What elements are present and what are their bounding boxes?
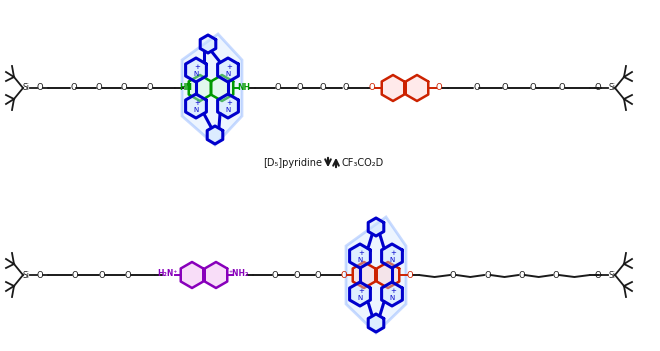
Text: O: O: [147, 84, 153, 93]
Text: N: N: [193, 107, 199, 113]
Text: N: N: [193, 71, 199, 77]
Text: Si: Si: [22, 84, 30, 93]
Text: N: N: [389, 257, 395, 263]
Text: ⁺NH₂: ⁺NH₂: [229, 270, 249, 278]
Polygon shape: [205, 262, 227, 288]
Text: O: O: [342, 84, 348, 93]
Text: +: +: [390, 250, 396, 256]
Text: O: O: [341, 271, 347, 279]
Polygon shape: [207, 126, 223, 144]
Text: O: O: [436, 84, 442, 93]
Text: H₂N⁺: H₂N⁺: [157, 270, 177, 278]
Polygon shape: [189, 75, 211, 101]
Text: +: +: [194, 64, 200, 70]
Polygon shape: [381, 282, 403, 306]
Polygon shape: [368, 314, 384, 332]
Text: O: O: [70, 84, 77, 93]
Text: O: O: [530, 84, 537, 93]
Polygon shape: [350, 282, 370, 306]
Text: N: N: [225, 71, 230, 77]
Polygon shape: [182, 34, 242, 145]
Polygon shape: [218, 58, 238, 82]
Text: O: O: [315, 271, 321, 279]
Text: +: +: [390, 288, 396, 294]
Text: O: O: [297, 84, 304, 93]
Text: +: +: [226, 100, 232, 106]
Text: N: N: [357, 257, 362, 263]
Text: O: O: [484, 271, 491, 279]
Polygon shape: [200, 35, 216, 53]
Text: O: O: [271, 271, 278, 279]
Text: Si: Si: [609, 84, 616, 93]
Polygon shape: [368, 218, 384, 236]
Polygon shape: [346, 217, 406, 333]
Text: O: O: [502, 84, 508, 93]
Polygon shape: [211, 75, 233, 101]
Text: +: +: [194, 100, 200, 106]
Polygon shape: [185, 94, 207, 118]
Text: O: O: [71, 271, 78, 279]
Text: O: O: [319, 84, 326, 93]
Text: O: O: [595, 271, 601, 279]
Text: O: O: [293, 271, 300, 279]
Text: O: O: [450, 271, 457, 279]
Text: Si: Si: [609, 271, 616, 279]
Text: O: O: [37, 84, 44, 93]
Text: Si: Si: [22, 271, 30, 279]
Text: +: +: [358, 250, 364, 256]
Text: N: N: [357, 295, 362, 301]
Text: O: O: [558, 84, 565, 93]
Text: N: N: [389, 295, 395, 301]
Text: O: O: [121, 84, 127, 93]
Text: CF₃CO₂D: CF₃CO₂D: [342, 158, 384, 167]
Text: +: +: [358, 288, 364, 294]
Text: O: O: [275, 84, 281, 93]
Text: HN: HN: [180, 82, 193, 92]
Text: [D₅]pyridine: [D₅]pyridine: [263, 158, 322, 167]
Text: O: O: [407, 271, 413, 279]
Text: O: O: [96, 84, 102, 93]
Polygon shape: [377, 262, 399, 288]
Polygon shape: [185, 58, 207, 82]
Text: O: O: [98, 271, 105, 279]
Text: O: O: [595, 84, 601, 93]
Text: O: O: [552, 271, 559, 279]
Text: N: N: [225, 107, 230, 113]
Text: +: +: [226, 64, 232, 70]
Polygon shape: [381, 244, 403, 268]
Polygon shape: [218, 94, 238, 118]
Polygon shape: [381, 75, 405, 101]
Polygon shape: [350, 244, 370, 268]
Polygon shape: [181, 262, 203, 288]
Text: O: O: [125, 271, 131, 279]
Polygon shape: [352, 262, 376, 288]
Text: O: O: [473, 84, 480, 93]
Text: NH: NH: [238, 82, 251, 92]
Text: O: O: [369, 84, 376, 93]
Text: O: O: [518, 271, 525, 279]
Text: O: O: [37, 271, 44, 279]
Polygon shape: [406, 75, 428, 101]
